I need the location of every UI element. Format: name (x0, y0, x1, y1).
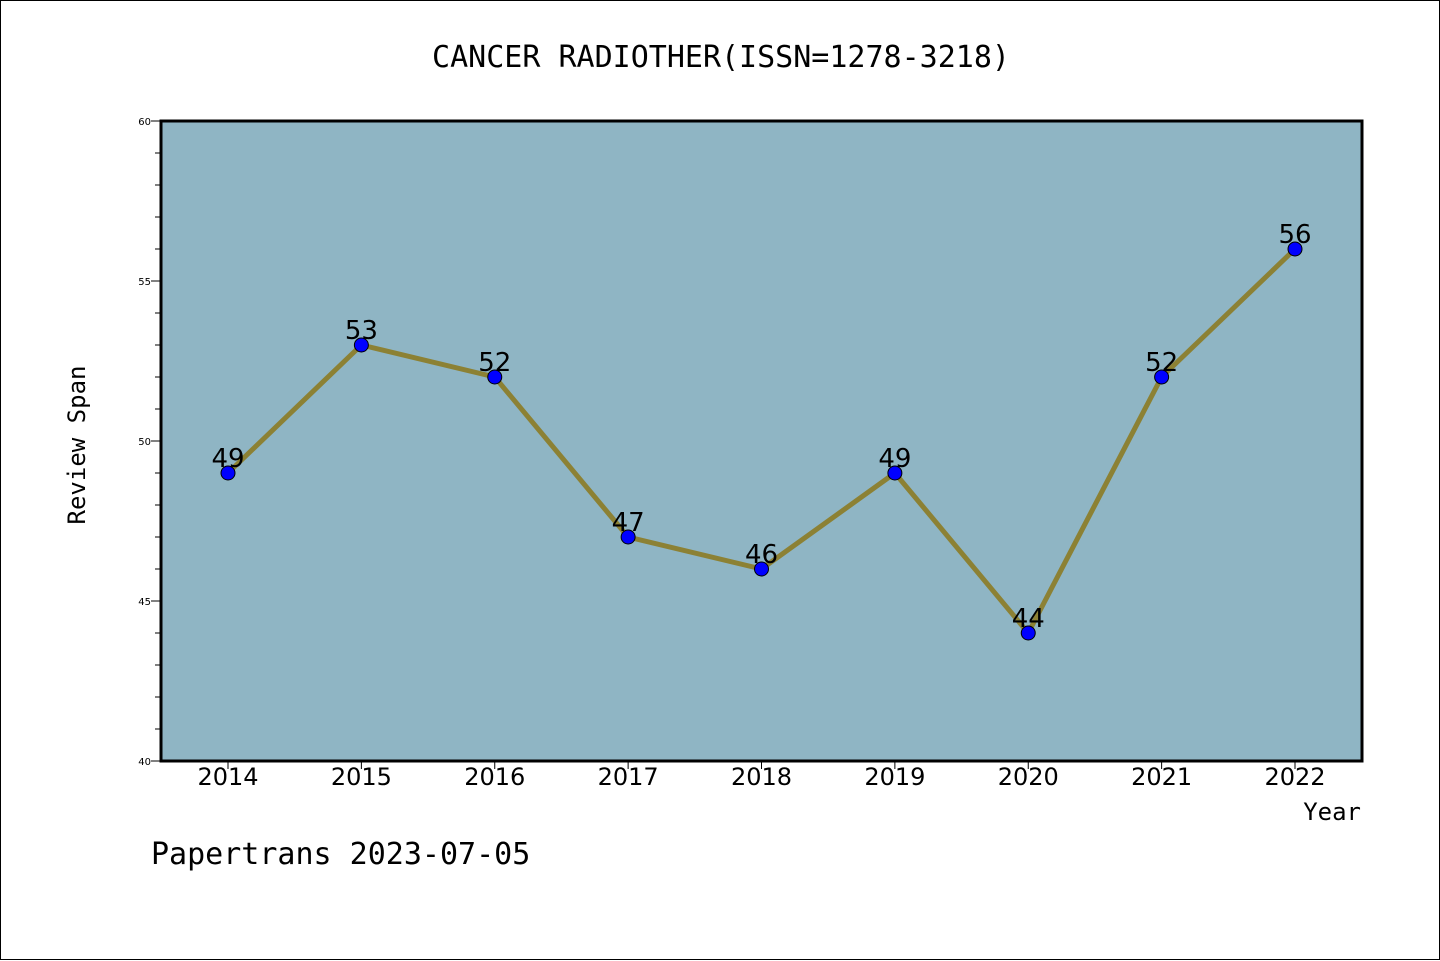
x-tick-label: 2016 (464, 763, 525, 791)
footer-watermark: Papertrans 2023-07-05 (151, 837, 530, 872)
x-tick-label: 2022 (1264, 763, 1325, 791)
data-point (353, 337, 369, 353)
x-tick-label: 2020 (998, 763, 1059, 791)
y-tick-label: 45 (138, 597, 151, 608)
data-label: 44 (1012, 604, 1045, 634)
x-tick-label: 2019 (864, 763, 925, 791)
x-axis-label: Year (1303, 798, 1361, 826)
data-point (487, 369, 503, 385)
data-point (620, 529, 636, 545)
y-tick-label: 40 (138, 757, 151, 768)
data-point (1154, 369, 1170, 385)
plot-border (159, 119, 1364, 763)
data-label: 49 (878, 444, 911, 474)
x-axis: 2014 2015 2016 2017 2018 2019 2020 2021 2022 (197, 761, 1326, 791)
data-label: 53 (345, 316, 378, 346)
x-tick-label: 2015 (331, 763, 392, 791)
chart-title: CANCER RADIOTHER(ISSN=1278-3218) (432, 40, 1010, 75)
y-axis-label: Review Span (63, 366, 91, 525)
y-tick-label: 50 (138, 437, 151, 448)
y-tick-label: 55 (138, 277, 151, 288)
y-axis: 40 45 50 55 60 (138, 117, 161, 768)
data-label: 49 (211, 444, 244, 474)
x-tick-label: 2018 (731, 763, 792, 791)
data-label: 46 (745, 540, 778, 570)
plot-area (161, 121, 1362, 761)
data-point (220, 465, 236, 481)
data-point (754, 561, 769, 577)
data-label: 52 (478, 348, 511, 378)
series-markers (220, 241, 1303, 641)
data-point (887, 465, 903, 481)
data-point (1287, 241, 1303, 257)
x-tick-label: 2014 (197, 763, 258, 791)
data-label: 56 (1278, 220, 1311, 250)
data-labels: 49 53 52 47 46 49 44 52 56 (211, 220, 1311, 634)
data-label: 52 (1145, 348, 1178, 378)
y-tick-label: 60 (138, 117, 151, 128)
x-tick-label: 2017 (598, 763, 659, 791)
data-label: 47 (612, 508, 645, 538)
x-tick-label: 2021 (1131, 763, 1192, 791)
data-point (1020, 625, 1036, 641)
